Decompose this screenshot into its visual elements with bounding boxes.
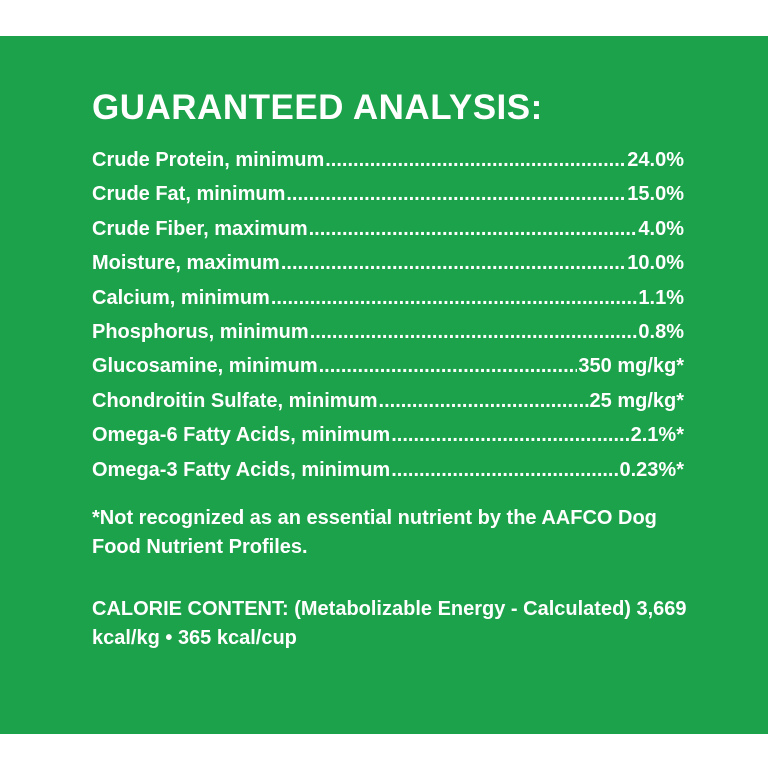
nutrient-value: 25 mg/kg*: [589, 389, 684, 412]
analysis-row: Glucosamine, minimum 350 mg/kg*: [92, 355, 684, 389]
nutrient-label: Omega-3 Fatty Acids, minimum: [92, 458, 391, 481]
nutrient-label: Crude Fiber, maximum: [92, 217, 308, 240]
analysis-row: Phosphorus, minimum 0.8%: [92, 321, 684, 355]
nutrient-label: Calcium, minimum: [92, 286, 270, 309]
nutrient-value: 350 mg/kg*: [578, 355, 684, 378]
analysis-list: Crude Protein, minimum 24.0% Crude Fat, …: [92, 149, 684, 493]
dot-leader: [281, 252, 626, 275]
nutrient-value: 24.0%: [627, 149, 684, 171]
nutrient-label: Crude Fat, minimum: [92, 183, 286, 206]
panel-heading: GUARANTEED ANALYSIS:: [92, 88, 543, 127]
guaranteed-analysis-panel: GUARANTEED ANALYSIS: Crude Protein, mini…: [0, 36, 768, 734]
analysis-row: Crude Fiber, maximum 4.0%: [92, 218, 684, 252]
analysis-row: Omega-3 Fatty Acids, minimum 0.23%*: [92, 459, 684, 493]
nutrient-value: 0.8%: [638, 320, 684, 343]
nutrient-label: Crude Protein, minimum: [92, 149, 325, 171]
analysis-row: Moisture, maximum 10.0%: [92, 252, 684, 286]
nutrient-label: Moisture, maximum: [92, 252, 280, 275]
nutrient-value: 0.23%*: [619, 458, 685, 481]
dot-leader: [379, 390, 589, 413]
calorie-content: CALORIE CONTENT: (Metabolizable Energy -…: [92, 598, 687, 649]
dot-leader: [391, 424, 629, 447]
analysis-row: Crude Fat, minimum 15.0%: [92, 183, 684, 217]
analysis-row: Omega-6 Fatty Acids, minimum 2.1%*: [92, 424, 684, 458]
nutrient-label: Omega-6 Fatty Acids, minimum: [92, 424, 391, 447]
analysis-row: Chondroitin Sulfate, minimum 25 mg/kg*: [92, 390, 684, 424]
dot-leader: [310, 321, 638, 344]
nutrient-label: Chondroitin Sulfate, minimum: [92, 389, 378, 412]
dot-leader: [286, 183, 626, 206]
nutrient-value: 10.0%: [627, 252, 684, 275]
nutrient-value: 15.0%: [627, 183, 684, 206]
nutrient-value: 1.1%: [638, 286, 684, 309]
dot-leader: [391, 459, 618, 482]
dot-leader: [309, 218, 638, 241]
nutrient-value: 4.0%: [638, 217, 684, 240]
aafco-footnote: *Not recognized as an essential nutrient…: [92, 507, 657, 558]
dot-leader: [325, 149, 626, 172]
nutrient-label: Glucosamine, minimum: [92, 355, 318, 378]
dot-leader: [271, 287, 638, 310]
analysis-row: Crude Protein, minimum 24.0%: [92, 149, 684, 183]
analysis-row: Calcium, minimum 1.1%: [92, 287, 684, 321]
nutrient-label: Phosphorus, minimum: [92, 320, 309, 343]
nutrient-value: 2.1%*: [630, 424, 684, 447]
dot-leader: [319, 355, 578, 378]
